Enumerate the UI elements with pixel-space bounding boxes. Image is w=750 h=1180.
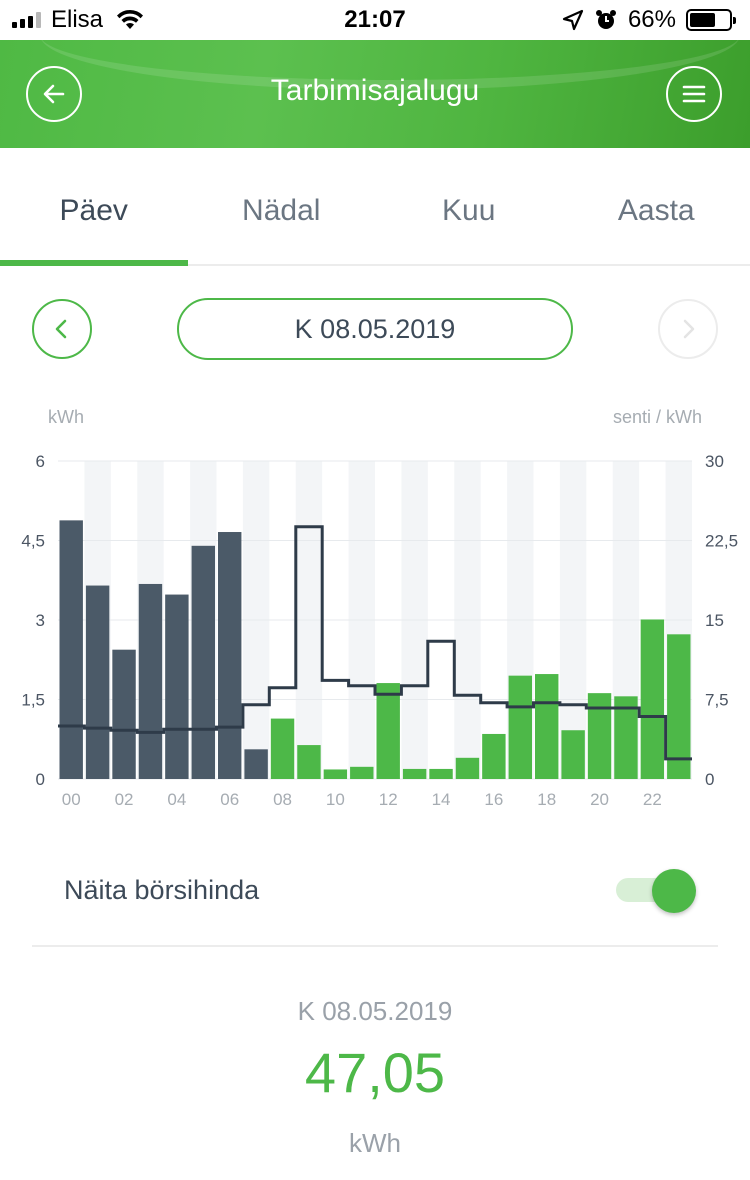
consumption-bar bbox=[667, 634, 691, 779]
price-line bbox=[58, 525, 692, 761]
battery-percent: 66% bbox=[627, 6, 676, 33]
x-tick-label: 02 bbox=[115, 790, 134, 809]
consumption-bar bbox=[376, 683, 400, 779]
tab-day[interactable]: Päev bbox=[0, 158, 188, 266]
tab-week[interactable]: Nädal bbox=[242, 194, 321, 227]
consumption-bar bbox=[429, 768, 453, 779]
consumption-bar bbox=[244, 749, 268, 779]
right-tick-label: 7,5 bbox=[705, 691, 729, 710]
x-tick-label: 16 bbox=[484, 790, 503, 809]
consumption-bar bbox=[191, 545, 215, 779]
summary-total-value: 47,05 bbox=[304, 1041, 446, 1104]
previous-date-button[interactable] bbox=[32, 299, 92, 359]
wifi-icon bbox=[117, 9, 144, 29]
left-tick-label: 1,5 bbox=[21, 691, 45, 710]
alarm-icon bbox=[595, 10, 616, 29]
battery-icon bbox=[686, 9, 736, 31]
summary-unit: kWh bbox=[349, 1128, 401, 1158]
exchange-price-toggle-row: Näita börsihinda bbox=[32, 852, 718, 928]
app-header: Tarbimisajalugu bbox=[0, 40, 750, 148]
left-tick-label: 4,5 bbox=[21, 532, 45, 551]
status-time: 21:07 bbox=[344, 6, 406, 33]
consumption-bar bbox=[455, 757, 480, 779]
status-right: 66% bbox=[562, 6, 736, 34]
battery-fill bbox=[690, 13, 716, 27]
back-button[interactable] bbox=[26, 66, 82, 122]
consumption-chart: kWh senti / kWh 0 1,5 3 4,5 6 0 7,5 15 22,5 30 00 02 0… bbox=[0, 390, 750, 820]
left-tick-label: 6 bbox=[36, 452, 45, 471]
tab-month[interactable]: Kuu bbox=[442, 194, 496, 227]
consumption-bar bbox=[218, 532, 242, 779]
date-picker-button[interactable]: K 08.05.2019 bbox=[177, 298, 573, 360]
header-decoration bbox=[40, 40, 740, 90]
right-tick-label: 0 bbox=[705, 770, 714, 789]
right-tick-label: 30 bbox=[705, 452, 724, 471]
consumption-bar bbox=[297, 745, 321, 779]
summary-date: K 08.05.2019 bbox=[297, 996, 453, 1026]
x-tick-label: 06 bbox=[220, 790, 239, 809]
menu-button[interactable] bbox=[666, 66, 722, 122]
right-axis-unit: senti / kWh bbox=[613, 407, 702, 427]
divider bbox=[32, 945, 718, 947]
x-tick-label: 08 bbox=[273, 790, 292, 809]
consumption-bar bbox=[587, 693, 612, 779]
consumption-bar bbox=[350, 766, 374, 779]
x-tick-label: 04 bbox=[167, 790, 186, 809]
period-tabs: Päev Nädal Kuu Aasta bbox=[0, 158, 750, 266]
consumption-bar bbox=[138, 583, 163, 779]
chart-svg: kWh senti / kWh 0 1,5 3 4,5 6 0 7,5 15 22,5 30 00 02 0… bbox=[21, 407, 738, 809]
carrier-name: Elisa bbox=[51, 6, 104, 33]
chevron-right-icon bbox=[683, 319, 695, 339]
hamburger-menu-icon bbox=[682, 85, 706, 103]
next-date-button[interactable] bbox=[658, 299, 718, 359]
status-left: Elisa bbox=[12, 6, 145, 34]
exchange-price-toggle[interactable] bbox=[616, 866, 696, 914]
right-tick-label: 22,5 bbox=[705, 532, 738, 551]
consumption-bar bbox=[640, 619, 665, 779]
consumption-bar bbox=[59, 520, 83, 779]
back-arrow-icon bbox=[43, 84, 65, 104]
page-title: Tarbimisajalugu bbox=[270, 74, 480, 107]
x-tick-label: 20 bbox=[590, 790, 609, 809]
consumption-bar bbox=[323, 769, 348, 779]
left-axis-unit: kWh bbox=[48, 407, 84, 427]
consumption-bar bbox=[112, 649, 136, 779]
toggle-knob bbox=[652, 869, 696, 913]
chevron-left-icon bbox=[55, 319, 67, 339]
right-tick-label: 15 bbox=[705, 611, 724, 630]
consumption-bar bbox=[85, 585, 110, 779]
consumption-bar bbox=[561, 730, 585, 779]
consumption-bar bbox=[402, 768, 427, 779]
location-icon bbox=[562, 9, 584, 31]
consumption-bar bbox=[165, 594, 189, 779]
x-tick-label: 14 bbox=[432, 790, 451, 809]
signal-icon bbox=[12, 12, 41, 28]
x-tick-label: 22 bbox=[643, 790, 662, 809]
tab-year[interactable]: Aasta bbox=[617, 194, 695, 227]
consumption-bar bbox=[535, 674, 559, 779]
x-tick-label: 18 bbox=[537, 790, 556, 809]
left-tick-label: 0 bbox=[36, 770, 45, 789]
toggle-label: Näita börsihinda bbox=[64, 874, 260, 905]
consumption-bar bbox=[482, 733, 506, 779]
x-tick-label: 12 bbox=[379, 790, 398, 809]
status-bar: Elisa 21:07 66% bbox=[0, 0, 750, 40]
x-tick-label: 00 bbox=[62, 790, 81, 809]
left-tick-label: 3 bbox=[36, 611, 45, 630]
consumption-bar bbox=[614, 696, 638, 779]
x-tick-label: 10 bbox=[326, 790, 345, 809]
consumption-bar bbox=[270, 718, 295, 779]
consumption-bar bbox=[508, 675, 532, 779]
